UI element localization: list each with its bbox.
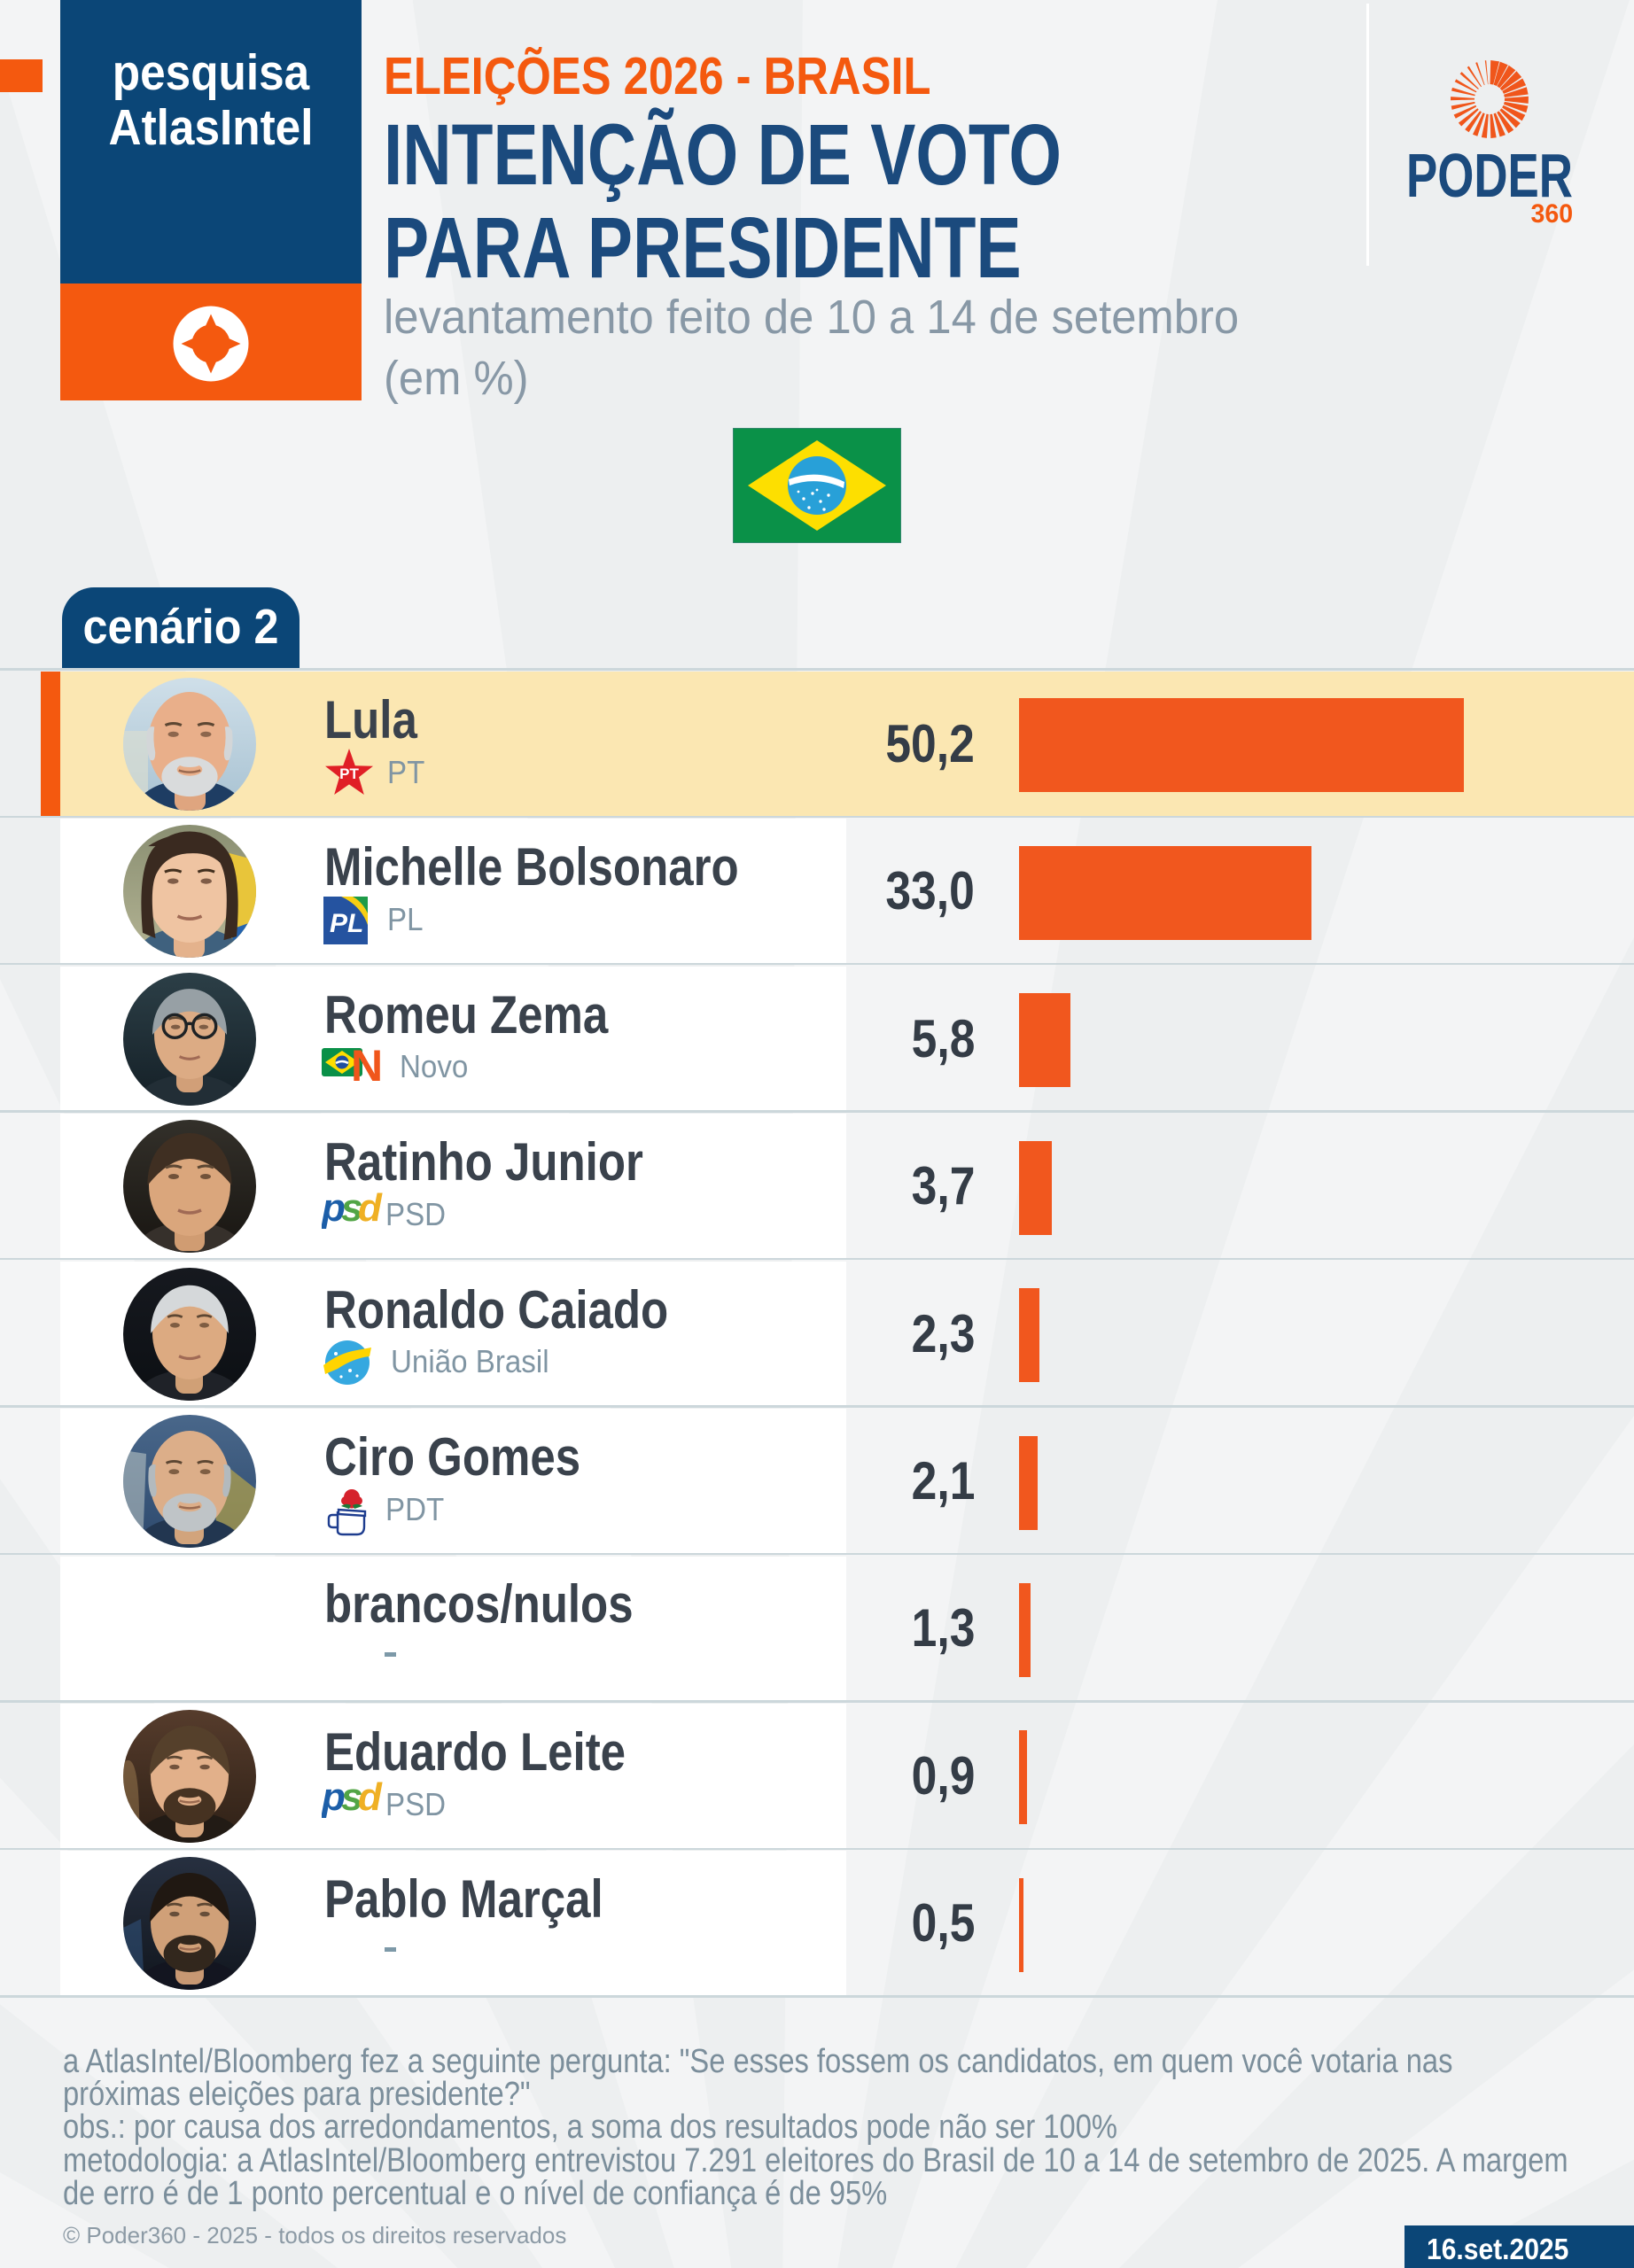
svg-text:d: d [358, 1188, 383, 1230]
svg-text:s: s [341, 1188, 362, 1230]
svg-text:d: d [358, 1777, 383, 1819]
svg-text:N: N [351, 1044, 383, 1088]
svg-text:p: p [322, 1188, 346, 1230]
svg-text:s: s [341, 1777, 362, 1819]
svg-text:p: p [322, 1777, 346, 1819]
svg-text:PL: PL [330, 909, 363, 938]
svg-text:PT: PT [339, 765, 359, 782]
